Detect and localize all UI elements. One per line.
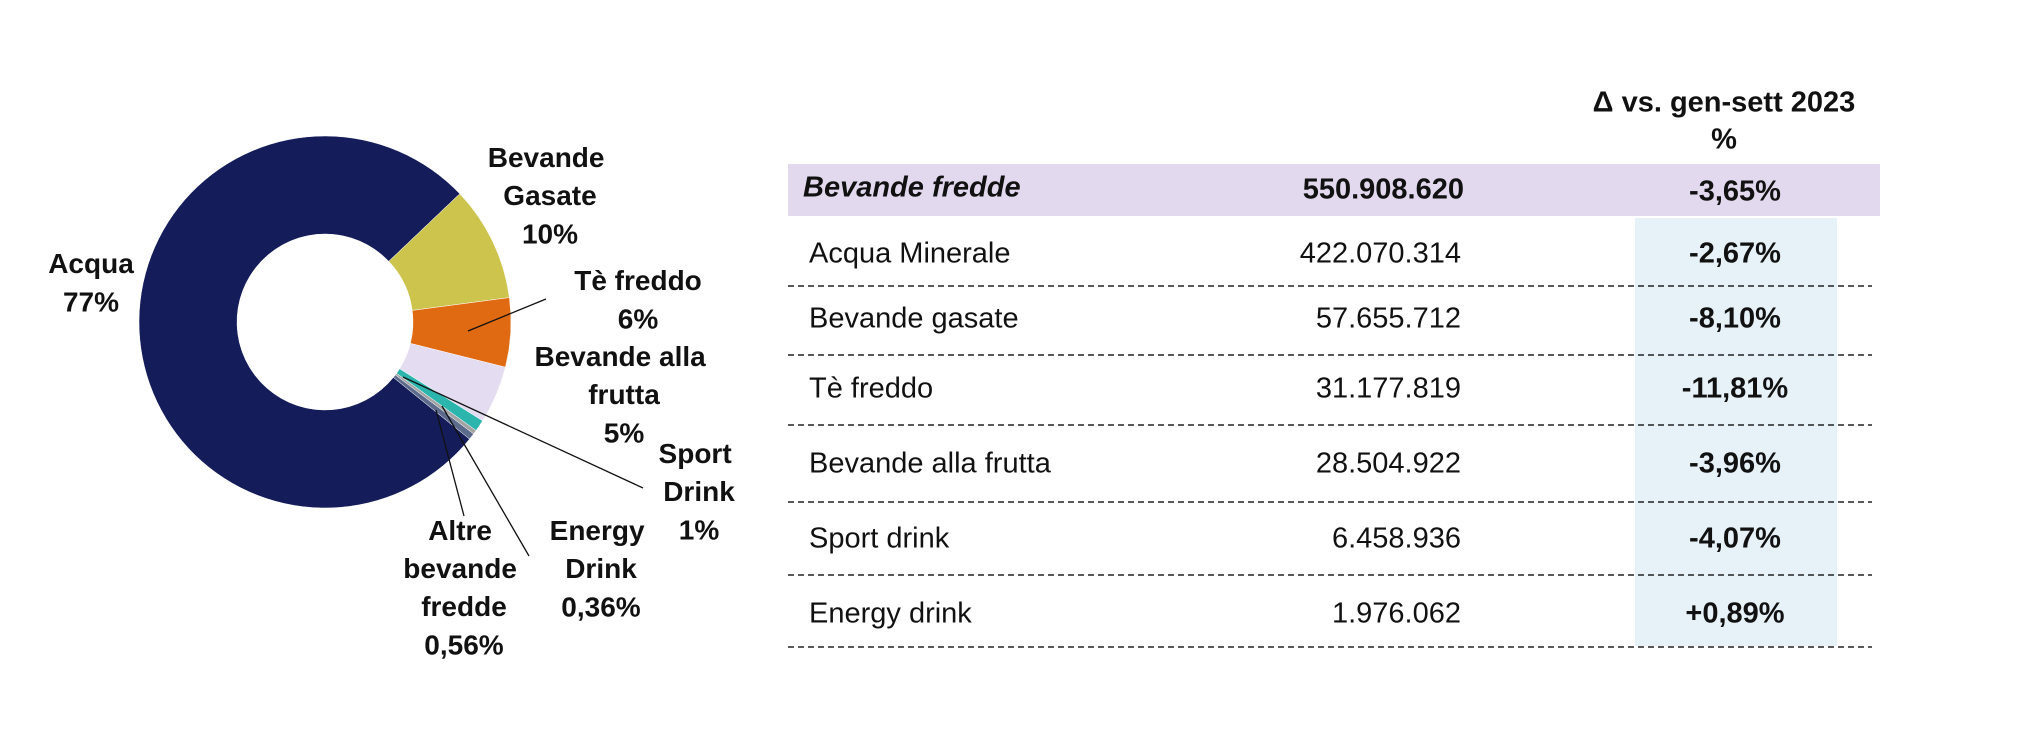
row-delta: -2,67% (1689, 238, 1781, 270)
row-delta: -3,96% (1689, 448, 1781, 480)
leader-line (467, 298, 547, 332)
slice-label: Altre bevande fredde (403, 515, 524, 622)
table-header: Δ vs. gen-sett 2023 (1593, 87, 1856, 119)
row-name: Bevande gasate (809, 303, 1019, 335)
row-value: 57.655.712 (1316, 303, 1461, 335)
slice-label: Energy Drink (550, 515, 653, 584)
slice-value-label: 5% (604, 417, 645, 448)
slice-label: Sport Drink (659, 438, 740, 507)
total-row-band (788, 164, 1880, 216)
row-value: 1.976.062 (1332, 598, 1461, 630)
donut-slice (393, 374, 474, 440)
row-name: Sport drink (809, 523, 950, 555)
row-delta: -4,07% (1689, 523, 1781, 555)
total-name: Bevande fredde (803, 172, 1021, 204)
slice-label: Tè freddo (574, 265, 702, 296)
row-value: 6.458.936 (1332, 523, 1461, 555)
slice-value-label: 1% (679, 514, 720, 545)
slice-label: Bevande alla frutta (535, 341, 714, 410)
leader-line (435, 409, 465, 517)
total-delta: -3,65% (1689, 176, 1781, 208)
leader-line (441, 405, 530, 557)
row-value: 28.504.922 (1316, 448, 1461, 480)
row-name: Bevande alla frutta (809, 448, 1052, 480)
row-delta: -11,81% (1682, 373, 1789, 405)
slice-label: Acqua (48, 248, 134, 279)
slice-value-label: 10% (522, 218, 578, 249)
leader-line (402, 376, 644, 489)
row-value: 31.177.819 (1316, 373, 1461, 405)
row-delta: -8,10% (1689, 303, 1781, 335)
delta-column-band (1635, 218, 1837, 646)
donut-slice (138, 135, 470, 509)
row-value: 422.070.314 (1300, 238, 1461, 270)
slice-value-label: 0,36% (561, 591, 640, 622)
slice-value-label: 6% (618, 303, 659, 334)
slice-value-label: 0,56% (424, 629, 503, 660)
row-name: Acqua Minerale (809, 238, 1011, 270)
slice-label: Bevande Gasate (488, 142, 613, 211)
row-name: Energy drink (809, 598, 972, 630)
slice-value-label: 77% (63, 286, 119, 317)
row-delta: +0,89% (1685, 598, 1784, 630)
row-name: Tè freddo (809, 373, 933, 405)
table-header: % (1711, 124, 1737, 156)
total-value: 550.908.620 (1303, 174, 1464, 206)
